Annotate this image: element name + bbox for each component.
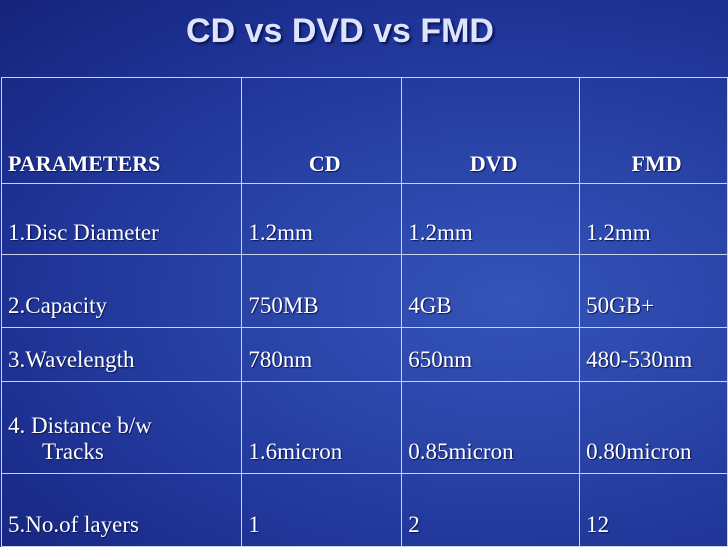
cd-value: 1 — [241, 473, 403, 547]
header-dvd: DVD — [401, 77, 581, 184]
dvd-value: 4GB — [401, 254, 581, 328]
header-cd: CD — [241, 77, 403, 184]
row-label: 3.Wavelength — [0, 327, 243, 382]
dvd-value: 1.2mm — [401, 183, 581, 255]
cd-value: 1.6micron — [241, 381, 403, 474]
fmd-value: 12 — [579, 473, 728, 547]
table-row: 4. Distance b/w Tracks 1.6micron 0.85mic… — [0, 381, 728, 474]
row-label: 4. Distance b/w Tracks — [0, 381, 243, 474]
cd-value: 750MB — [241, 254, 403, 328]
header-fmd: FMD — [579, 77, 728, 184]
cd-value: 1.2mm — [241, 183, 403, 255]
table-header-row: PARAMETERS CD DVD FMD — [0, 77, 728, 184]
fmd-value: 0.80micron — [579, 381, 728, 474]
row-label-line1: 4. Distance b/w — [8, 413, 152, 438]
table-row: 3.Wavelength 780nm 650nm 480-530nm — [0, 327, 728, 382]
cd-value: 780nm — [241, 327, 403, 382]
comparison-table: PARAMETERS CD DVD FMD 1.Disc Diameter 1.… — [0, 77, 728, 547]
table-row: 2.Capacity 750MB 4GB 50GB+ — [0, 254, 728, 328]
fmd-value: 50GB+ — [579, 254, 728, 328]
row-label: 2.Capacity — [0, 254, 243, 328]
slide-title: CD vs DVD vs FMD — [186, 12, 494, 50]
table-row: 5.No.of layers 1 2 12 — [0, 473, 728, 547]
fmd-value: 1.2mm — [579, 183, 728, 255]
fmd-value: 480-530nm — [579, 327, 728, 382]
row-label-line2: Tracks — [42, 439, 104, 464]
header-parameters: PARAMETERS — [0, 77, 243, 184]
dvd-value: 650nm — [401, 327, 581, 382]
dvd-value: 0.85micron — [401, 381, 581, 474]
table-row: 1.Disc Diameter 1.2mm 1.2mm 1.2mm — [0, 183, 728, 255]
row-label: 1.Disc Diameter — [0, 183, 243, 255]
row-label: 5.No.of layers — [0, 473, 243, 547]
dvd-value: 2 — [401, 473, 581, 547]
